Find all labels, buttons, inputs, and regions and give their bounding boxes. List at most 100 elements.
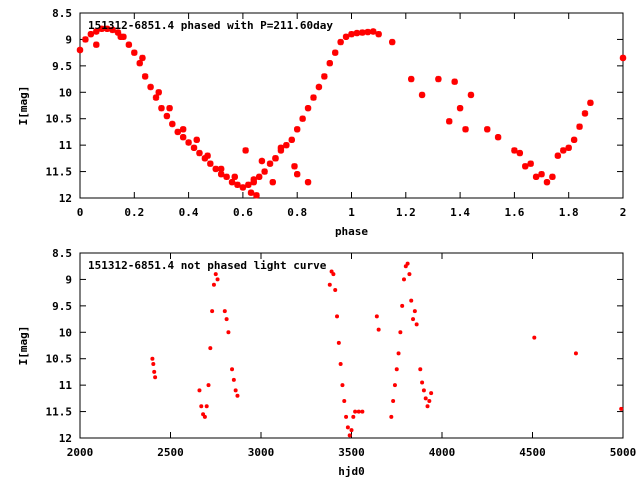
data-point (153, 375, 158, 380)
data-point (340, 383, 345, 388)
unphased-y-tick-label: 10 (59, 326, 72, 339)
unphased-x-tick-label: 4000 (429, 446, 456, 459)
data-point (342, 399, 347, 403)
data-point (190, 144, 198, 151)
data-point (511, 147, 518, 154)
unphased-chart: 2000 2500 3000 3500 4000 4500 5000 8.5 9 9.5 10 10.… (17, 247, 636, 478)
phased-x-axis-label: phase (335, 225, 368, 238)
data-point (451, 78, 458, 85)
data-point (331, 272, 336, 277)
data-point (532, 173, 540, 181)
data-point (224, 317, 229, 322)
data-point (587, 99, 594, 107)
data-point (344, 414, 349, 419)
data-point (261, 168, 268, 175)
data-point (247, 189, 255, 196)
data-point (245, 181, 252, 188)
data-point (208, 346, 213, 351)
data-point (139, 54, 146, 62)
phased-x-tick-label: 0.6 (233, 206, 253, 219)
data-point (370, 28, 377, 35)
data-point (155, 89, 162, 96)
phased-x-tick-label: 1 (348, 206, 355, 219)
phased-y-tick-label: 9.5 (52, 60, 72, 73)
data-point (201, 155, 209, 162)
data-point (272, 155, 279, 162)
data-point (226, 330, 231, 335)
data-point (152, 94, 160, 101)
data-point (103, 25, 111, 33)
data-point (532, 335, 537, 340)
data-point (429, 391, 434, 396)
data-point (277, 144, 285, 151)
data-point (204, 404, 209, 409)
data-point (223, 173, 230, 181)
data-point (283, 141, 290, 149)
unphased-y-tick-label: 9.5 (52, 300, 72, 313)
data-point (467, 91, 475, 99)
data-point (573, 351, 578, 356)
phased-x-tick-label: 1.2 (396, 206, 416, 219)
unphased-y-tick-label: 11.5 (46, 406, 73, 419)
unphased-data-points (150, 261, 624, 438)
data-point (109, 26, 116, 34)
phased-y-tick-label: 11.5 (46, 166, 73, 179)
data-point (169, 120, 176, 128)
data-point (202, 414, 207, 419)
data-point (418, 367, 423, 372)
data-point (310, 94, 317, 101)
data-point (394, 367, 399, 372)
phased-data-points (76, 25, 627, 199)
data-point (418, 91, 426, 99)
phased-y-tick-label: 9 (65, 33, 72, 46)
data-point (234, 181, 241, 188)
data-point (389, 414, 394, 419)
data-point (336, 340, 341, 345)
phased-x-tick-label: 0.4 (179, 206, 199, 219)
data-point (581, 110, 589, 117)
data-point (269, 178, 276, 186)
data-point (392, 383, 397, 388)
data-point (147, 83, 154, 91)
data-point (204, 152, 211, 159)
unphased-y-tick-label: 11 (59, 379, 73, 392)
data-point (299, 115, 306, 122)
data-point (401, 277, 406, 282)
data-point (174, 128, 181, 136)
data-point (242, 147, 249, 154)
data-point (315, 83, 323, 91)
data-point (389, 38, 396, 46)
data-point (288, 136, 295, 144)
unphased-y-tick-label: 9 (65, 273, 72, 286)
unphased-x-tick-label: 2500 (157, 446, 184, 459)
data-point (391, 399, 396, 403)
data-point (131, 49, 138, 56)
data-point (359, 29, 366, 36)
data-point (294, 126, 301, 133)
data-point (304, 178, 312, 186)
phased-x-tick-label: 0.2 (124, 206, 144, 219)
data-point (570, 136, 578, 144)
data-point (405, 261, 410, 266)
data-point (484, 126, 491, 133)
data-point (427, 399, 432, 403)
data-point (353, 29, 361, 37)
data-point (421, 388, 426, 393)
unphased-x-tick-label: 2000 (67, 446, 94, 459)
data-point (375, 30, 382, 38)
data-point (412, 309, 417, 314)
data-point (543, 178, 551, 186)
data-point (76, 46, 84, 54)
unphased-plot-frame (79, 252, 624, 439)
data-point (327, 282, 332, 287)
unphased-y-tick-label: 8.5 (52, 247, 72, 260)
data-point (258, 157, 266, 165)
unphased-y-tick-label: 10.5 (46, 353, 73, 366)
data-point (374, 314, 379, 319)
unphased-x-tick-label: 4500 (519, 446, 546, 459)
data-point (207, 160, 214, 167)
data-point (347, 433, 352, 438)
data-point (179, 134, 187, 141)
data-point (353, 409, 358, 414)
